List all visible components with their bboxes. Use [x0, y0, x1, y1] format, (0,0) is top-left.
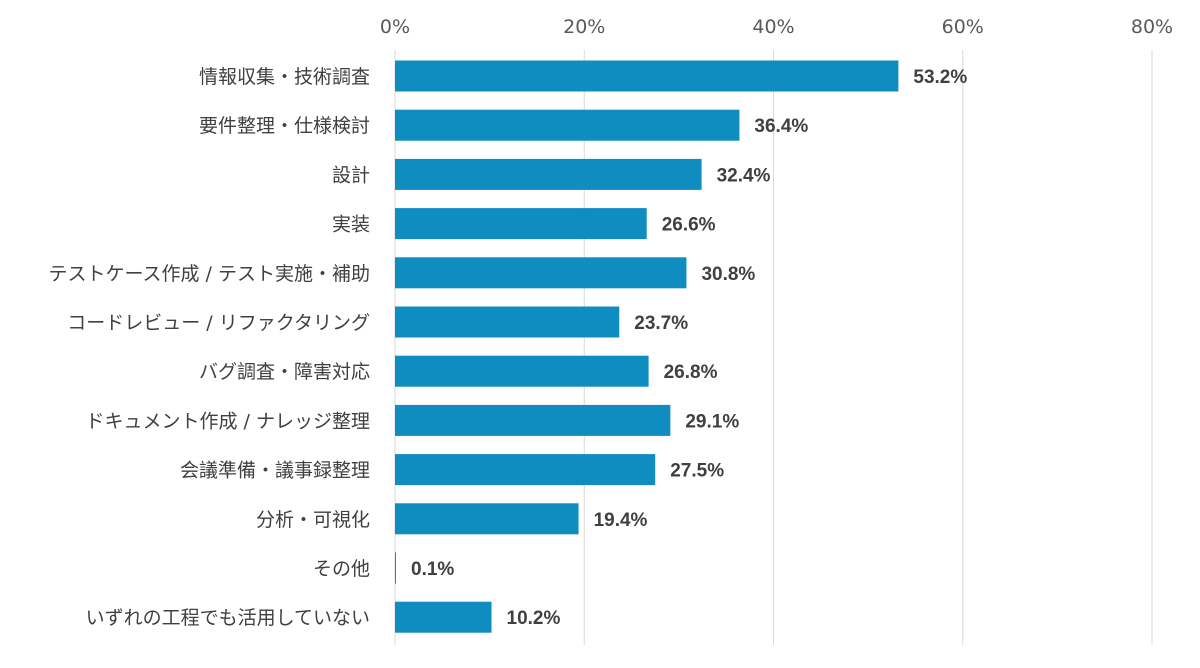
data-label: 10.2%: [507, 608, 561, 629]
data-label: 53.2%: [913, 67, 967, 88]
category-label: 要件整理・仕様検討: [199, 115, 370, 137]
data-label: 19.4%: [594, 510, 648, 531]
data-label: 23.7%: [634, 313, 688, 334]
data-label: 0.1%: [411, 559, 454, 580]
category-label: その他: [313, 558, 370, 580]
category-label: ドキュメント作成 / ナレッジ整理: [86, 410, 370, 432]
data-labels: 53.2% 36.4% 32.4% 26.6% 30.8% 23.7% 26.8% 29.1%…: [411, 67, 967, 629]
bar: [395, 306, 620, 338]
x-tick-label: 0%: [380, 16, 410, 38]
bar: [395, 404, 671, 436]
data-label: 36.4%: [754, 116, 808, 137]
x-tick-label: 60%: [942, 16, 984, 38]
data-label: 30.8%: [701, 264, 755, 285]
category-label: 会議準備・議事録整理: [180, 460, 370, 482]
bar: [395, 355, 649, 387]
x-tick-label: 80%: [1131, 16, 1173, 38]
bar: [395, 454, 656, 486]
category-label: 情報収集・技術調査: [199, 66, 370, 88]
bar: [395, 60, 899, 92]
category-label: 設計: [332, 164, 370, 186]
bar: [395, 257, 687, 289]
data-label: 26.6%: [662, 215, 716, 236]
bars: [395, 60, 899, 633]
x-tick-label: 40%: [752, 16, 794, 38]
category-label: テストケース作成 / テスト実施・補助: [48, 263, 370, 285]
x-tick-label: 20%: [563, 16, 605, 38]
category-label: バグ調査・障害対応: [199, 361, 370, 383]
category-label: コードレビュー / リファクタリング: [67, 312, 370, 334]
data-label: 29.1%: [685, 411, 739, 432]
data-label: 27.5%: [670, 461, 724, 482]
data-label: 32.4%: [717, 165, 771, 186]
x-axis-ticks: 0% 20% 40% 60% 80%: [380, 16, 1173, 38]
gridlines: [394, 50, 1153, 645]
bar: [395, 208, 647, 240]
data-label: 26.8%: [664, 362, 718, 383]
bar: [395, 601, 492, 633]
bar: [395, 158, 702, 190]
category-label: 実装: [332, 214, 370, 236]
bar: [395, 109, 740, 141]
bar: [395, 552, 396, 584]
category-label: 分析・可視化: [256, 509, 370, 531]
category-label: いずれの工程でも活用していない: [86, 607, 370, 629]
bar: [395, 503, 579, 535]
